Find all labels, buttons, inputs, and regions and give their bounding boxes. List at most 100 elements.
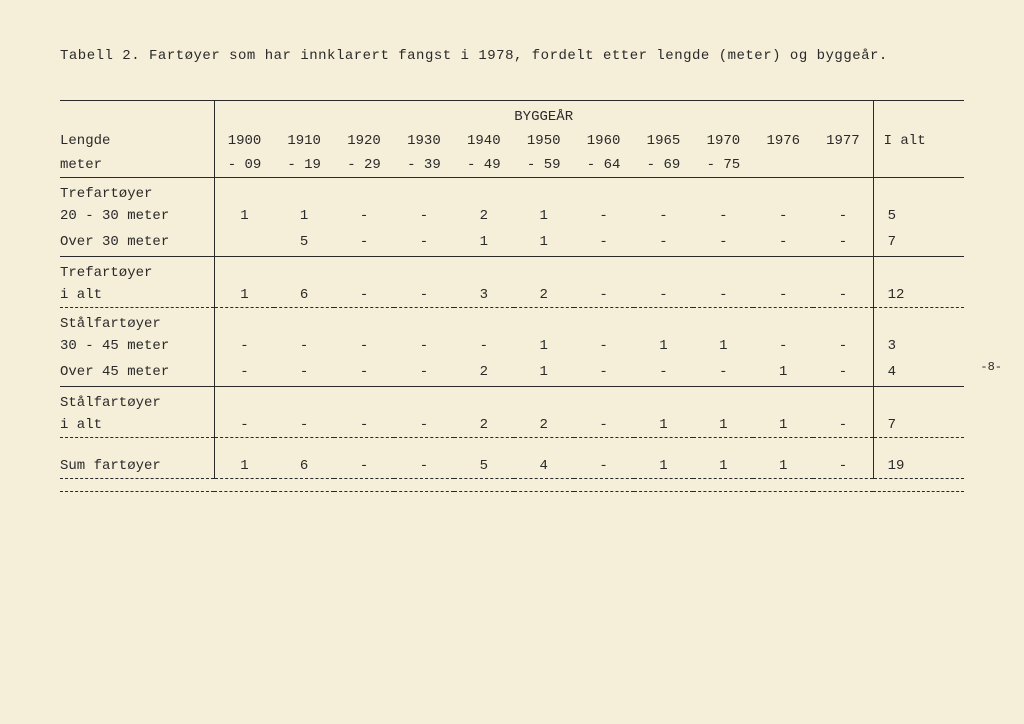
row-label: Trefartøyer [60,257,214,284]
col-h2: - 29 [334,153,394,178]
cell: 5 [274,228,334,257]
cell: 1 [634,413,694,438]
col-h2: - 09 [214,153,274,178]
col-h: 1940 [454,129,514,153]
table-row: Over 30 meter 5 - - 1 1 - - - - - 7 [60,228,964,257]
cell: - [634,228,694,257]
cell: 3 [454,283,514,308]
cell: 1 [214,454,274,479]
row-total: 5 [873,204,964,228]
cell: 4 [514,454,574,479]
cell: - [394,358,454,387]
cell: - [334,358,394,387]
cell: 6 [274,454,334,479]
cell: - [813,334,873,358]
cell: - [214,413,274,438]
cell: - [693,358,753,387]
col-h: 1950 [514,129,574,153]
table-row: i alt - - - - 2 2 - 1 1 1 - 7 [60,413,964,438]
col-h2: - 64 [574,153,634,178]
cell: 2 [454,413,514,438]
cell: - [813,454,873,479]
cell: - [753,334,813,358]
cell: - [454,334,514,358]
cell: 1 [753,454,813,479]
col-h2: - 49 [454,153,514,178]
cell [214,228,274,257]
cell: - [693,228,753,257]
header-row-1: Lengde 1900 1910 1920 1930 1940 1950 196… [60,129,964,153]
row-label: Sum fartøyer [60,454,214,479]
cell: - [394,204,454,228]
cell: - [693,283,753,308]
cell: - [394,413,454,438]
cell: - [274,358,334,387]
row-total: 4 [873,358,964,387]
cell: - [214,358,274,387]
cell: 1 [214,283,274,308]
cell: - [634,283,694,308]
col-h2: - 39 [394,153,454,178]
table-title: Tabell 2. Fartøyer som har innklarert fa… [60,48,964,64]
cell: 1 [753,358,813,387]
cell: - [753,283,813,308]
row-label: 20 - 30 meter [60,204,214,228]
cell: - [394,283,454,308]
col-h: 1900 [214,129,274,153]
cell: - [634,358,694,387]
row-label: Over 45 meter [60,358,214,387]
cell: 1 [634,334,694,358]
rowlabel-header-2: meter [60,153,214,178]
table-row: Trefartøyer [60,178,964,205]
cell: - [274,334,334,358]
superheader: BYGGEÅR [214,101,873,129]
cell: - [634,204,694,228]
table-row: i alt 1 6 - - 3 2 - - - - - 12 [60,283,964,308]
cell: 1 [693,454,753,479]
table-row: 30 - 45 meter - - - - - 1 - 1 1 - - 3 [60,334,964,358]
cell: 1 [514,358,574,387]
rowlabel-header-1: Lengde [60,129,214,153]
row-total: 12 [873,283,964,308]
cell: - [334,228,394,257]
row-total: 19 [873,454,964,479]
col-h2: - 19 [274,153,334,178]
cell: - [394,228,454,257]
table-row: Stålfartøyer [60,387,964,414]
row-label: i alt [60,283,214,308]
row-total: 7 [873,413,964,438]
row-label: 30 - 45 meter [60,334,214,358]
cell: - [574,454,634,479]
data-table: BYGGEÅR Lengde 1900 1910 1920 1930 1940 … [60,100,964,492]
row-label: Over 30 meter [60,228,214,257]
cell: - [574,334,634,358]
table-row: Stålfartøyer [60,308,964,335]
cell: - [274,413,334,438]
row-label: Stålfartøyer [60,387,214,414]
cell: 6 [274,283,334,308]
col-h2 [753,153,813,178]
cell: 1 [753,413,813,438]
table-row: Over 45 meter - - - - 2 1 - - - 1 - 4 [60,358,964,387]
cell: - [813,228,873,257]
col-h2: - 69 [634,153,694,178]
col-h2: - 59 [514,153,574,178]
col-h: 1976 [753,129,813,153]
cell: 1 [514,334,574,358]
cell: 1 [693,413,753,438]
cell: - [334,204,394,228]
cell: 2 [514,283,574,308]
cell: 1 [274,204,334,228]
cell: - [394,454,454,479]
cell: - [214,334,274,358]
col-h: 1960 [574,129,634,153]
cell: - [813,283,873,308]
cell: - [574,358,634,387]
row-total: 3 [873,334,964,358]
col-h: 1977 [813,129,873,153]
header-row-2: meter - 09 - 19 - 29 - 39 - 49 - 59 - 64… [60,153,964,178]
cell: - [753,228,813,257]
cell: 2 [454,204,514,228]
col-h: 1965 [634,129,694,153]
row-total: 7 [873,228,964,257]
